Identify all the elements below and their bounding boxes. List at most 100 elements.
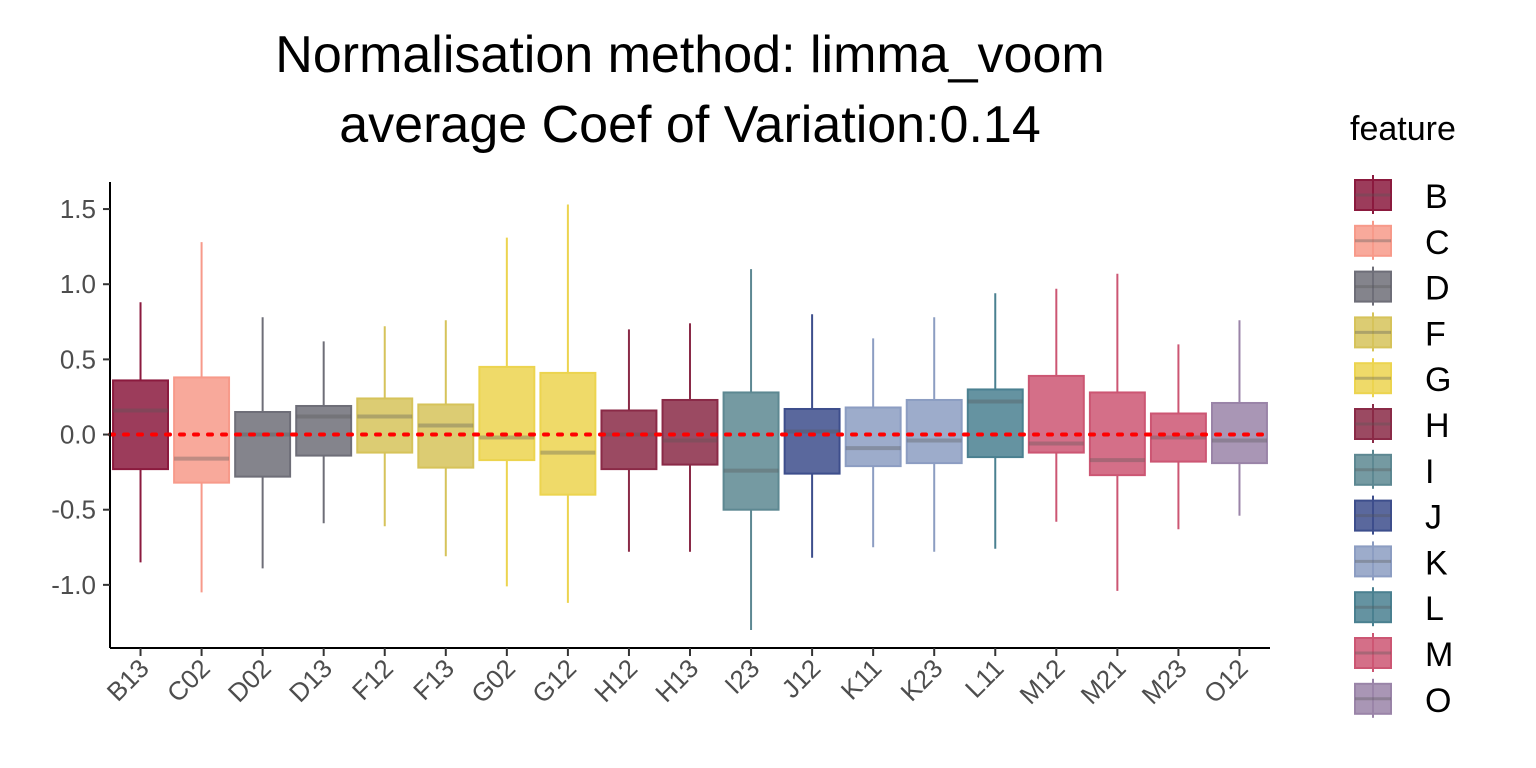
legend-label: J [1425, 499, 1442, 537]
x-tick-label: I23 [719, 653, 766, 700]
x-tick-label: D13 [283, 653, 338, 708]
legend-item-m: M [1354, 633, 1453, 674]
box-body [844, 406, 902, 468]
legend-item-o: O [1354, 678, 1451, 720]
y-tick-label: 1.0 [60, 269, 96, 299]
x-tick-label: M12 [1014, 653, 1071, 710]
box-body [478, 365, 536, 462]
legend-item-j: J [1354, 495, 1442, 537]
legend-key [1354, 224, 1392, 257]
legend-item-i: I [1354, 449, 1434, 491]
legend-item-b: B [1354, 175, 1448, 216]
x-tick-label: J12 [775, 653, 826, 704]
legend-label: G [1425, 361, 1451, 399]
y-tick-label: -1.0 [51, 570, 96, 600]
box-m21 [1088, 273, 1146, 591]
legend-item-k: K [1354, 541, 1448, 582]
box-b13 [112, 302, 170, 563]
legend-key [1354, 682, 1392, 715]
legend-key [1354, 591, 1392, 624]
legend-label: M [1425, 636, 1453, 674]
legend-key [1354, 545, 1392, 578]
legend-key [1354, 362, 1392, 395]
x-tick-label: F12 [346, 653, 399, 706]
x-tick-label: B13 [101, 653, 155, 707]
x-tick-label: K23 [895, 653, 949, 707]
x-tick-label: G02 [465, 653, 521, 709]
x-tick-label: H12 [588, 653, 643, 708]
box-body [356, 397, 414, 454]
box-body [905, 398, 963, 465]
legend-label: O [1425, 682, 1451, 720]
box-body [1027, 374, 1085, 454]
legend-key [1354, 499, 1392, 532]
y-tick-label: 0.5 [60, 344, 96, 374]
legend-label: C [1425, 224, 1450, 262]
legend-label: H [1425, 407, 1450, 445]
x-tick-label: F13 [407, 653, 460, 706]
box-body [173, 376, 231, 484]
box-body [1149, 412, 1207, 463]
box-k11 [844, 338, 902, 548]
legend-item-h: H [1354, 404, 1450, 445]
legend-key [1354, 408, 1392, 440]
box-f12 [356, 326, 414, 527]
chart-subtitle: average Coef of Variation:0.14 [339, 96, 1041, 154]
x-tick-label: L11 [959, 653, 1010, 704]
legend-label: B [1425, 178, 1448, 216]
box-h13 [661, 323, 719, 552]
box-h12 [600, 329, 658, 552]
box-body [783, 407, 841, 475]
legend-item-l: L [1354, 587, 1444, 628]
box-body [966, 388, 1024, 459]
y-tick-label: 1.5 [60, 194, 96, 224]
box-c02 [173, 242, 231, 593]
box-m12 [1027, 288, 1085, 522]
x-tick-label: D02 [222, 653, 277, 708]
box-body [661, 398, 719, 466]
legend-label: K [1425, 544, 1448, 582]
box-f13 [417, 320, 475, 557]
x-tick-label: H13 [649, 653, 704, 708]
legend-key [1354, 179, 1392, 211]
box-body [295, 404, 353, 457]
box-m23 [1149, 344, 1207, 530]
plot-area [108, 204, 1272, 630]
legend-item-g: G [1354, 358, 1451, 399]
box-body [600, 409, 658, 471]
legend-label: L [1425, 590, 1444, 628]
box-body [234, 410, 292, 478]
x-axis: B13 C02 D02 D13 F12 F13 G02 G12 H12 H13 I23 J12 K11 K… [101, 647, 1270, 710]
x-tick-label: C02 [161, 653, 216, 708]
box-l11 [966, 293, 1024, 549]
box-j12 [783, 314, 841, 558]
box-k23 [905, 317, 963, 552]
y-tick-label: 0.0 [60, 420, 96, 450]
y-tick-label: -0.5 [51, 495, 96, 525]
legend-key [1354, 453, 1392, 486]
legend-label: F [1425, 315, 1446, 353]
legend-item-d: D [1354, 266, 1450, 308]
legend-title: feature [1350, 110, 1456, 148]
x-tick-label: G12 [526, 653, 582, 709]
x-tick-label: O12 [1198, 653, 1254, 709]
legend-key [1354, 316, 1392, 349]
legend-key [1354, 637, 1392, 669]
legend-item-c: C [1354, 220, 1450, 262]
legend-key [1354, 270, 1392, 303]
box-o12 [1211, 320, 1268, 516]
legend-label: I [1425, 453, 1434, 491]
x-tick-label: M23 [1136, 653, 1193, 710]
box-d13 [295, 341, 353, 524]
box-i23 [722, 269, 780, 630]
chart-title: Normalisation method: limma_voom [275, 26, 1104, 84]
legend-label: D [1425, 270, 1450, 308]
y-axis: 1.5 1.0 0.5 0.0 -0.5 -1.0 [51, 182, 111, 648]
x-tick-label: K11 [835, 653, 888, 706]
box-g12 [539, 204, 597, 603]
box-body [112, 379, 170, 471]
box-d02 [234, 317, 292, 569]
x-tick-label: M21 [1075, 653, 1132, 710]
